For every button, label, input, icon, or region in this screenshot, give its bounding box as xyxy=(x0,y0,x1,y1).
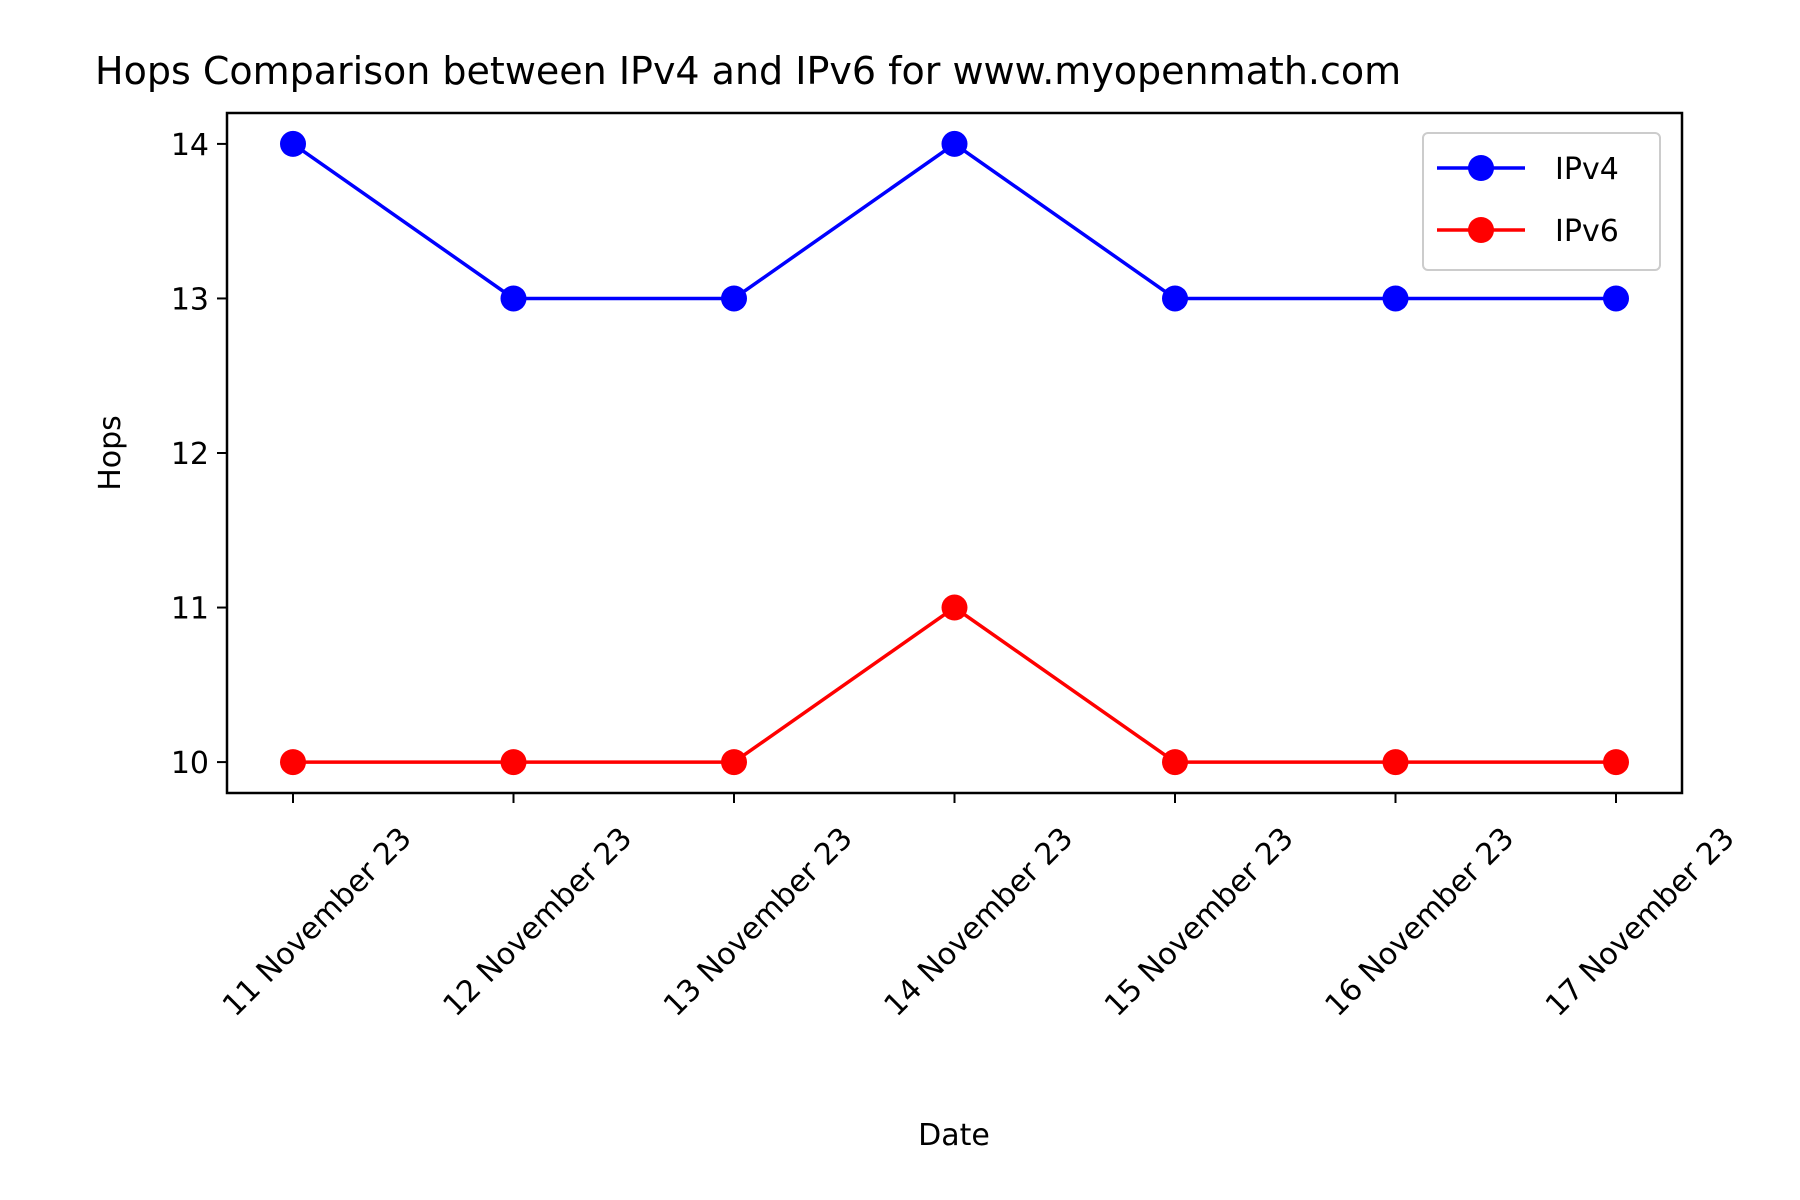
legend-marker-ipv6 xyxy=(1468,217,1494,243)
data-point-ipv6 xyxy=(500,749,527,776)
data-point-ipv6 xyxy=(280,749,306,776)
data-point-ipv4 xyxy=(721,285,747,312)
x-tick-label: 12 November 23 xyxy=(437,821,640,1024)
y-tick-label: 11 xyxy=(171,592,209,627)
x-axis: 11 November 23 12 November 23 13 November … xyxy=(216,793,1742,1023)
legend-label-ipv4: IPv4 xyxy=(1555,152,1619,187)
data-point-ipv4 xyxy=(1162,285,1188,312)
legend-label-ipv6: IPv6 xyxy=(1555,214,1619,249)
data-point-ipv4 xyxy=(941,130,968,157)
x-tick-label: 14 November 23 xyxy=(878,821,1081,1024)
y-tick-label: 12 xyxy=(171,437,209,472)
y-axis-label: Hops xyxy=(93,415,128,491)
data-point-ipv4 xyxy=(1382,285,1409,312)
x-tick-label: 13 November 23 xyxy=(657,821,860,1024)
x-axis-label: Date xyxy=(918,1118,990,1153)
data-point-ipv6 xyxy=(1603,749,1629,776)
y-tick-label: 13 xyxy=(171,282,209,317)
legend-box xyxy=(1422,132,1661,271)
data-point-ipv6 xyxy=(1162,749,1188,776)
data-point-ipv6 xyxy=(941,594,968,621)
data-point-ipv6 xyxy=(721,749,747,776)
x-tick-label: 15 November 23 xyxy=(1098,821,1301,1024)
chart-title: Hops Comparison between IPv4 and IPv6 fo… xyxy=(95,49,1401,93)
data-point-ipv4 xyxy=(280,130,306,157)
y-axis: 10 11 12 13 14 xyxy=(171,128,227,781)
y-tick-label: 14 xyxy=(171,128,209,163)
legend: IPv4 IPv6 xyxy=(1422,132,1661,271)
y-tick-label: 10 xyxy=(171,746,209,781)
data-point-ipv6 xyxy=(1382,749,1409,776)
x-tick-label: 17 November 23 xyxy=(1539,821,1742,1024)
series-layer xyxy=(280,130,1629,776)
data-point-ipv4 xyxy=(1603,285,1629,312)
x-tick-label: 16 November 23 xyxy=(1319,821,1522,1024)
data-point-ipv4 xyxy=(500,285,527,312)
legend-marker-ipv4 xyxy=(1468,155,1494,181)
x-tick-label: 11 November 23 xyxy=(216,821,419,1024)
